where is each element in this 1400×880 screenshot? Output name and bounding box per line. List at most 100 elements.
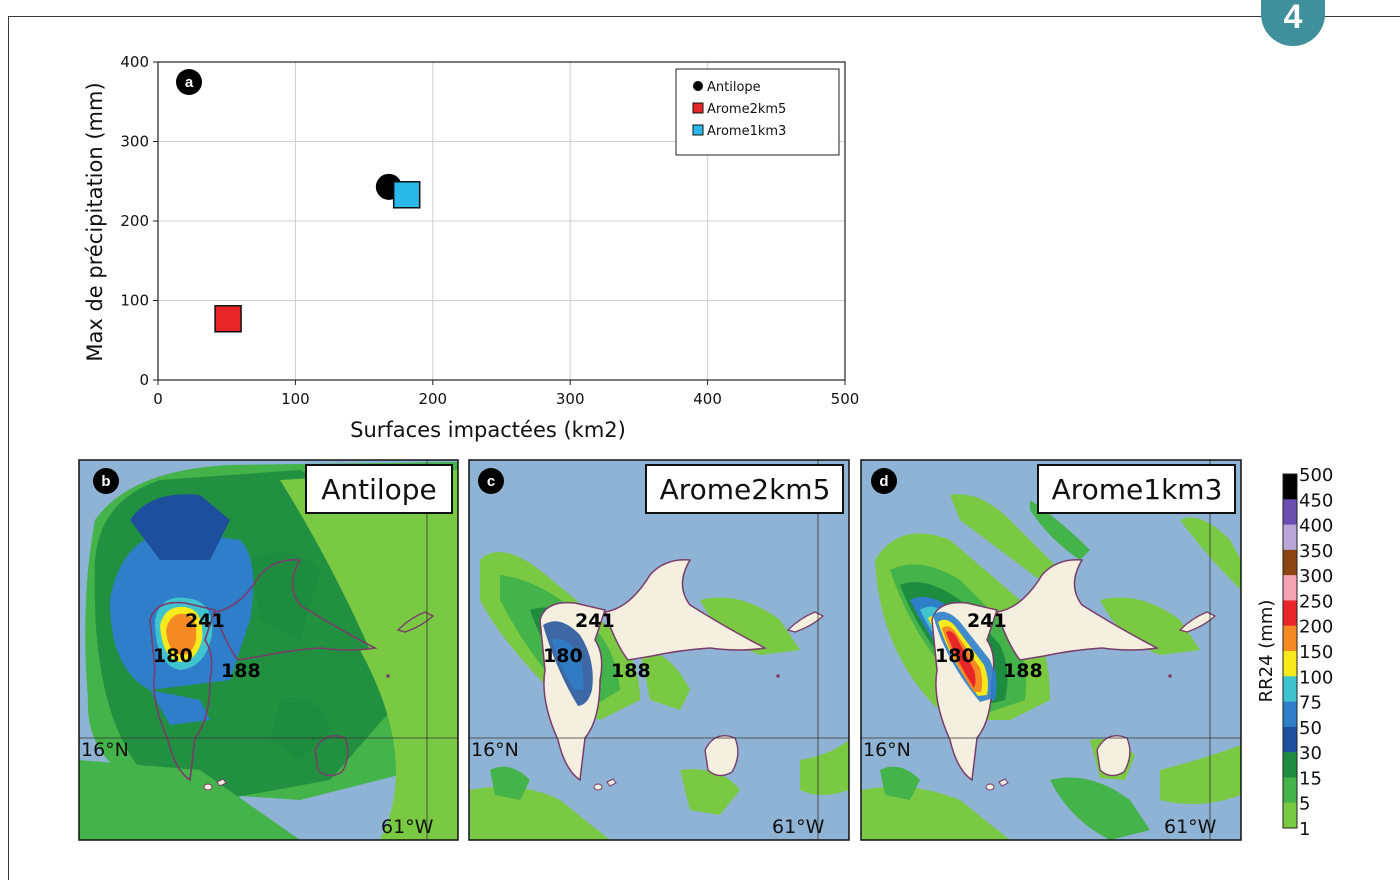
y-tick-label: 300 bbox=[120, 133, 149, 151]
data-point-arome1km3 bbox=[392, 181, 421, 209]
x-tick-label: 300 bbox=[556, 390, 585, 408]
colorbar-segment bbox=[1283, 752, 1297, 778]
map-border-b bbox=[78, 459, 459, 841]
colorbar-segment bbox=[1283, 575, 1297, 601]
panel-a-letter: a bbox=[185, 74, 194, 91]
lat-label-b: 16°N bbox=[81, 739, 129, 761]
station-label-188-c: 188 bbox=[611, 660, 651, 682]
colorbar-tick-label: 400 bbox=[1299, 516, 1333, 537]
colorbar-segment bbox=[1283, 474, 1297, 500]
y-tick-labels: 0 100 200 300 400 bbox=[120, 53, 158, 389]
colorbar-segment bbox=[1283, 600, 1297, 627]
colorbar-segment bbox=[1283, 701, 1297, 728]
lon-label-c: 61°W bbox=[772, 816, 825, 838]
legend-label-antilope: Antilope bbox=[707, 80, 761, 95]
station-label-188-d: 188 bbox=[1003, 660, 1043, 682]
panel-d-badge bbox=[871, 468, 897, 494]
colorbar-tick-label: 30 bbox=[1299, 743, 1322, 764]
x-tick-label: 100 bbox=[281, 390, 310, 408]
colorbar-tick-label: 350 bbox=[1299, 541, 1333, 562]
colorbar-tick-labels: 500 450 400 350 300 250 200 150 100 75 50 30 15 5 1 bbox=[1299, 465, 1333, 840]
panel-title-c: Arome2km5 bbox=[660, 473, 831, 506]
colorbar-frame bbox=[1282, 473, 1298, 829]
panel-b-badge bbox=[93, 468, 119, 494]
colorbar-tick-label: 75 bbox=[1299, 693, 1322, 714]
y-tick-label: 0 bbox=[139, 371, 149, 389]
colorbar-segment bbox=[1283, 802, 1297, 829]
colorbar-tick-label: 1 bbox=[1299, 819, 1310, 840]
panel-a-badge bbox=[176, 69, 202, 95]
colorbar: 500 450 400 350 300 250 200 150 100 75 50 30 15 5 1 RR… bbox=[1256, 465, 1333, 840]
panel-title-box-d bbox=[1037, 464, 1236, 514]
lat-label-d: 16°N bbox=[863, 739, 911, 761]
legend: Antilope Arome2km5 Arome1km3 bbox=[675, 68, 840, 156]
colorbar-tick-label: 100 bbox=[1299, 667, 1333, 688]
colorbar-segment bbox=[1283, 524, 1297, 551]
y-axis-title: Max de précipitation (mm) bbox=[83, 82, 107, 361]
colorbar-segment bbox=[1283, 625, 1297, 652]
scatter-chart: 0 100 200 300 400 500 0 100 200 300 400 Surfaces … bbox=[83, 53, 859, 442]
x-tick-label: 0 bbox=[153, 390, 163, 408]
data-points bbox=[214, 173, 421, 333]
station-label-241-b: 241 bbox=[185, 610, 225, 632]
legend-label-arome1km3: Arome1km3 bbox=[707, 124, 786, 139]
colorbar-title: RR24 (mm) bbox=[1256, 600, 1277, 703]
station-label-241-d: 241 bbox=[967, 610, 1007, 632]
panel-b-letter: b bbox=[101, 473, 110, 490]
map-border-d bbox=[860, 459, 1242, 841]
legend-marker-arome2km5 bbox=[692, 102, 704, 114]
colorbar-segment bbox=[1283, 651, 1297, 677]
figure-frame bbox=[8, 16, 1400, 880]
legend-label-arome2km5: Arome2km5 bbox=[707, 102, 786, 117]
colorbar-segment bbox=[1283, 549, 1297, 576]
coastlines-d bbox=[931, 559, 1217, 791]
colorbar-tick-label: 150 bbox=[1299, 642, 1333, 663]
colorbar-tick-label: 450 bbox=[1299, 490, 1333, 511]
y-tick-label: 200 bbox=[120, 212, 149, 230]
colorbar-segment bbox=[1283, 726, 1297, 753]
data-point-arome2km5 bbox=[214, 305, 242, 333]
x-tick-label: 400 bbox=[693, 390, 722, 408]
map-panel-arome1km3: Arome1km3 d 241 180 188 16°N 61°W bbox=[860, 459, 1242, 841]
colorbar-tick-label: 15 bbox=[1299, 768, 1322, 789]
lon-label-b: 61°W bbox=[381, 816, 434, 838]
panel-title-box-c bbox=[645, 464, 844, 514]
station-label-180-d: 180 bbox=[935, 645, 975, 667]
colorbar-segment bbox=[1283, 676, 1297, 703]
x-tick-labels: 0 100 200 300 400 500 bbox=[153, 380, 859, 408]
colorbar-tick-label: 500 bbox=[1299, 465, 1333, 486]
x-axis-title: Surfaces impactées (km2) bbox=[350, 418, 626, 442]
coastlines-c bbox=[539, 559, 825, 791]
station-label-180-b: 180 bbox=[153, 645, 193, 667]
colorbar-tick-label: 5 bbox=[1299, 794, 1310, 815]
colorbar-segments bbox=[1283, 474, 1297, 829]
map-border-c bbox=[468, 459, 850, 841]
y-tick-label: 100 bbox=[120, 292, 149, 310]
lon-label-d: 61°W bbox=[1164, 816, 1217, 838]
station-label-188-b: 188 bbox=[221, 660, 261, 682]
panel-title-d: Arome1km3 bbox=[1052, 473, 1223, 506]
colorbar-tick-label: 50 bbox=[1299, 718, 1322, 739]
legend-marker-arome1km3 bbox=[692, 124, 704, 136]
x-tick-label: 200 bbox=[418, 390, 447, 408]
panel-title-b: Antilope bbox=[321, 473, 437, 506]
colorbar-tick-label: 250 bbox=[1299, 591, 1333, 612]
x-tick-label: 500 bbox=[831, 390, 860, 408]
legend-marker-antilope bbox=[693, 81, 703, 91]
y-tick-label: 400 bbox=[120, 53, 149, 71]
station-label-180-c: 180 bbox=[543, 645, 583, 667]
panel-c-letter: c bbox=[487, 473, 495, 490]
coastlines-b bbox=[149, 558, 435, 791]
panel-d-letter: d bbox=[879, 473, 888, 490]
map-panel-antilope: Antilope b 241 180 188 16°N 61°W bbox=[78, 459, 459, 841]
map-panel-arome2km5: Arome2km5 c 241 180 188 16°N 61°W bbox=[468, 459, 850, 841]
colorbar-segment bbox=[1283, 777, 1297, 804]
colorbar-segment bbox=[1283, 499, 1297, 526]
panel-c-badge bbox=[478, 468, 504, 494]
panel-title-box-b bbox=[305, 464, 453, 514]
page-number-badge: 4 bbox=[1261, 0, 1325, 46]
colorbar-tick-label: 200 bbox=[1299, 617, 1333, 638]
colorbar-tick-label: 300 bbox=[1299, 566, 1333, 587]
station-label-241-c: 241 bbox=[575, 610, 615, 632]
